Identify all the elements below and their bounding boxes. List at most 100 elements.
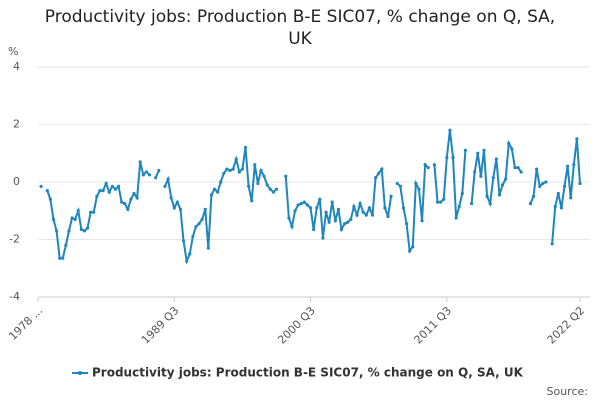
marker bbox=[89, 210, 93, 214]
marker bbox=[169, 196, 173, 200]
x-tick-label: 2011 Q3 bbox=[412, 304, 455, 347]
marker bbox=[460, 191, 464, 196]
marker bbox=[457, 204, 461, 209]
marker bbox=[147, 173, 152, 177]
marker bbox=[380, 167, 384, 171]
marker bbox=[144, 170, 148, 174]
marker bbox=[401, 206, 406, 210]
marker bbox=[516, 166, 520, 170]
marker bbox=[442, 197, 446, 201]
marker bbox=[209, 193, 214, 197]
marker bbox=[411, 245, 415, 249]
marker bbox=[287, 216, 291, 220]
marker bbox=[58, 256, 62, 260]
marker bbox=[445, 155, 449, 160]
line bbox=[164, 147, 278, 265]
marker bbox=[212, 187, 217, 191]
marker bbox=[54, 229, 59, 233]
marker bbox=[346, 220, 350, 224]
marker bbox=[386, 214, 390, 219]
marker bbox=[528, 201, 533, 206]
marker bbox=[569, 196, 573, 200]
marker bbox=[448, 128, 452, 132]
marker bbox=[274, 187, 279, 191]
marker bbox=[463, 148, 468, 152]
marker bbox=[129, 197, 133, 201]
marker bbox=[302, 200, 306, 204]
marker bbox=[318, 197, 322, 201]
marker bbox=[271, 190, 275, 194]
marker bbox=[343, 222, 347, 226]
marker bbox=[373, 176, 378, 180]
marker bbox=[104, 181, 108, 186]
marker bbox=[82, 229, 87, 233]
marker bbox=[473, 170, 477, 174]
marker bbox=[575, 137, 579, 141]
marker bbox=[377, 171, 381, 175]
y-tick-label: -4 bbox=[9, 290, 20, 303]
marker bbox=[247, 184, 251, 188]
marker bbox=[315, 206, 319, 210]
line bbox=[433, 130, 467, 219]
marker bbox=[262, 174, 266, 178]
marker bbox=[191, 235, 195, 239]
marker bbox=[330, 200, 334, 204]
marker bbox=[178, 207, 183, 211]
marker bbox=[92, 210, 96, 214]
marker bbox=[572, 163, 576, 167]
marker bbox=[426, 166, 430, 170]
marker bbox=[231, 167, 235, 171]
x-tick-label: 1978 ... bbox=[6, 304, 45, 343]
marker bbox=[39, 184, 43, 188]
marker bbox=[219, 180, 223, 184]
marker bbox=[423, 163, 427, 167]
marker bbox=[395, 181, 399, 186]
marker bbox=[550, 242, 554, 246]
marker bbox=[265, 183, 269, 187]
marker bbox=[197, 222, 201, 226]
marker bbox=[308, 206, 313, 210]
marker bbox=[116, 184, 121, 188]
marker bbox=[544, 180, 548, 184]
marker bbox=[243, 145, 248, 150]
marker bbox=[64, 243, 68, 247]
marker bbox=[175, 200, 179, 204]
marker bbox=[299, 201, 303, 206]
legend-label: Productivity jobs: Production B-E SIC07,… bbox=[92, 366, 524, 380]
marker bbox=[349, 217, 353, 221]
marker bbox=[451, 155, 455, 160]
marker bbox=[67, 229, 71, 233]
marker bbox=[293, 209, 297, 213]
marker bbox=[497, 193, 502, 197]
marker bbox=[355, 213, 359, 217]
marker bbox=[132, 191, 136, 196]
x-tick-label: 2022 Q2 bbox=[545, 304, 588, 347]
marker bbox=[479, 174, 483, 178]
marker bbox=[194, 224, 198, 229]
marker bbox=[559, 206, 564, 210]
marker bbox=[454, 216, 458, 220]
marker bbox=[110, 184, 114, 188]
marker bbox=[290, 224, 294, 229]
marker bbox=[240, 167, 245, 171]
line bbox=[46, 161, 151, 260]
marker bbox=[312, 227, 316, 232]
marker bbox=[172, 206, 176, 210]
marker bbox=[361, 210, 365, 214]
marker bbox=[470, 201, 474, 206]
marker bbox=[389, 194, 393, 198]
marker bbox=[259, 168, 263, 173]
marker bbox=[408, 249, 412, 253]
marker bbox=[166, 177, 170, 181]
marker bbox=[234, 157, 238, 161]
marker bbox=[519, 170, 523, 174]
marker bbox=[485, 194, 489, 198]
marker bbox=[95, 194, 99, 198]
marker bbox=[500, 183, 505, 187]
marker bbox=[333, 219, 337, 223]
marker bbox=[101, 189, 105, 193]
marker bbox=[107, 190, 111, 194]
marker bbox=[556, 191, 560, 196]
